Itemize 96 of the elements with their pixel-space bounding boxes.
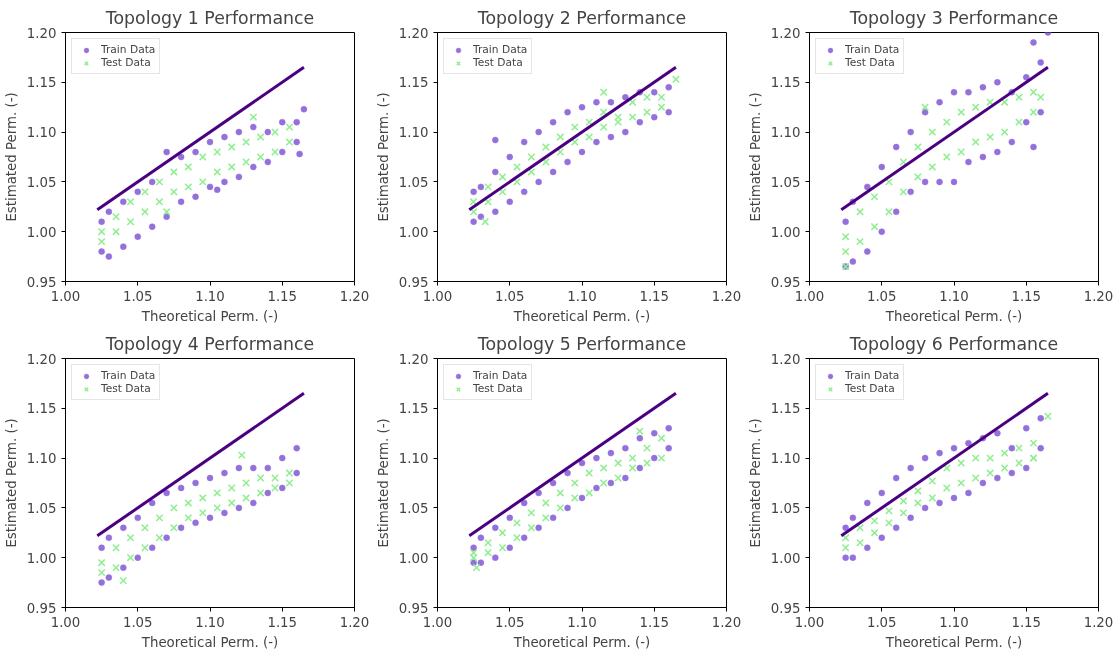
y-tick-label: 1.05 <box>26 174 57 190</box>
x-tick-label: 1.15 <box>267 288 298 304</box>
y-tick-label: 1.10 <box>770 451 801 467</box>
x-tick-label: 1.05 <box>866 288 897 304</box>
y-tick-label: 1.10 <box>770 125 801 141</box>
x-tick-label: 1.20 <box>711 614 742 630</box>
y-axis-title: Estimated Perm. (-) <box>375 92 391 222</box>
y-tick-label: 1.20 <box>398 25 429 41</box>
x-tick-label: 1.15 <box>267 614 298 630</box>
y-tick-label: 1.10 <box>26 451 57 467</box>
y-tick-label: 1.00 <box>398 224 429 240</box>
y-tick-label: 1.00 <box>398 550 429 566</box>
x-axis-title: Theoretical Perm. (-) <box>884 634 1023 650</box>
y-tick-label: 0.95 <box>26 600 57 616</box>
legend-label: Test Data <box>473 382 523 395</box>
x-axis-title: Theoretical Perm. (-) <box>140 308 279 324</box>
legend-label: Train Data <box>845 369 900 382</box>
x-tick-label: 1.15 <box>1011 288 1042 304</box>
x-tick-label: 1.00 <box>794 288 825 304</box>
x-tick-label: 1.20 <box>339 614 370 630</box>
y-tick-label: 1.05 <box>398 174 429 190</box>
x-tick-label: 1.20 <box>711 288 742 304</box>
x-tick-label: 1.00 <box>422 288 453 304</box>
x-tick-label: 1.20 <box>1083 614 1114 630</box>
legend-label: Train Data <box>473 43 528 56</box>
legend-label: Test Data <box>473 56 523 69</box>
x-tick-label: 1.15 <box>1011 614 1042 630</box>
x-tick-label: 1.10 <box>195 614 225 630</box>
chart-title: Topology 5 Performance <box>476 333 687 354</box>
x-tick-label: 1.10 <box>195 288 225 304</box>
legend-label: Train Data <box>845 43 900 56</box>
x-tick-label: 1.00 <box>50 288 81 304</box>
x-tick-label: 1.00 <box>50 614 81 630</box>
x-tick-label: 1.00 <box>794 614 825 630</box>
y-tick-label: 1.15 <box>398 401 429 417</box>
x-tick-label: 1.00 <box>422 614 453 630</box>
y-tick-label: 1.10 <box>398 451 429 467</box>
y-tick-label: 1.00 <box>770 550 801 566</box>
legend-label: Train Data <box>101 43 156 56</box>
x-tick-label: 1.05 <box>866 614 897 630</box>
x-tick-label: 1.20 <box>339 288 370 304</box>
y-tick-label: 1.00 <box>26 224 57 240</box>
y-tick-label: 1.15 <box>26 401 57 417</box>
y-tick-label: 1.20 <box>26 351 57 367</box>
y-tick-label: 1.10 <box>26 125 57 141</box>
y-tick-label: 0.95 <box>770 274 801 290</box>
x-tick-label: 1.10 <box>567 288 597 304</box>
y-tick-label: 1.05 <box>770 500 801 516</box>
y-axis-title: Estimated Perm. (-) <box>747 418 763 548</box>
chart-title: Topology 3 Performance <box>848 7 1059 28</box>
x-axis-title: Theoretical Perm. (-) <box>140 634 279 650</box>
legend-label: Train Data <box>101 369 156 382</box>
y-tick-label: 0.95 <box>26 274 57 290</box>
y-axis-title: Estimated Perm. (-) <box>747 92 763 222</box>
x-tick-label: 1.10 <box>939 288 969 304</box>
y-tick-label: 0.95 <box>398 600 429 616</box>
legend-label: Test Data <box>101 382 151 395</box>
y-tick-label: 1.10 <box>398 125 429 141</box>
y-tick-label: 1.20 <box>770 351 801 367</box>
x-tick-label: 1.05 <box>122 288 153 304</box>
y-tick-label: 1.00 <box>770 224 801 240</box>
y-tick-label: 1.05 <box>26 500 57 516</box>
chart-title: Topology 6 Performance <box>848 333 1059 354</box>
x-tick-label: 1.15 <box>639 288 670 304</box>
y-tick-label: 0.95 <box>770 600 801 616</box>
chart-title: Topology 1 Performance <box>104 7 315 28</box>
x-axis-title: Theoretical Perm. (-) <box>884 308 1023 324</box>
x-tick-label: 1.05 <box>494 614 525 630</box>
x-tick-label: 1.15 <box>639 614 670 630</box>
y-axis-title: Estimated Perm. (-) <box>375 418 391 548</box>
x-tick-label: 1.10 <box>939 614 969 630</box>
y-tick-label: 1.15 <box>26 75 57 91</box>
chart-title: Topology 2 Performance <box>476 7 687 28</box>
y-tick-label: 1.15 <box>770 401 801 417</box>
y-tick-label: 1.15 <box>398 75 429 91</box>
legend-label: Train Data <box>473 369 528 382</box>
y-tick-label: 1.20 <box>770 25 801 41</box>
y-tick-label: 0.95 <box>398 274 429 290</box>
x-tick-label: 1.20 <box>1083 288 1114 304</box>
x-axis-title: Theoretical Perm. (-) <box>512 308 651 324</box>
x-tick-label: 1.05 <box>494 288 525 304</box>
y-tick-label: 1.05 <box>770 174 801 190</box>
y-tick-label: 1.05 <box>398 500 429 516</box>
y-tick-label: 1.15 <box>770 75 801 91</box>
x-axis-title: Theoretical Perm. (-) <box>512 634 651 650</box>
y-tick-label: 1.20 <box>26 25 57 41</box>
y-axis-title: Estimated Perm. (-) <box>3 92 19 222</box>
x-tick-label: 1.10 <box>567 614 597 630</box>
y-tick-label: 1.20 <box>398 351 429 367</box>
y-tick-label: 1.00 <box>26 550 57 566</box>
legend-label: Test Data <box>845 56 895 69</box>
chart-title: Topology 4 Performance <box>104 333 315 354</box>
x-tick-label: 1.05 <box>122 614 153 630</box>
legend-label: Test Data <box>101 56 151 69</box>
legend-label: Test Data <box>845 382 895 395</box>
y-axis-title: Estimated Perm. (-) <box>3 418 19 548</box>
